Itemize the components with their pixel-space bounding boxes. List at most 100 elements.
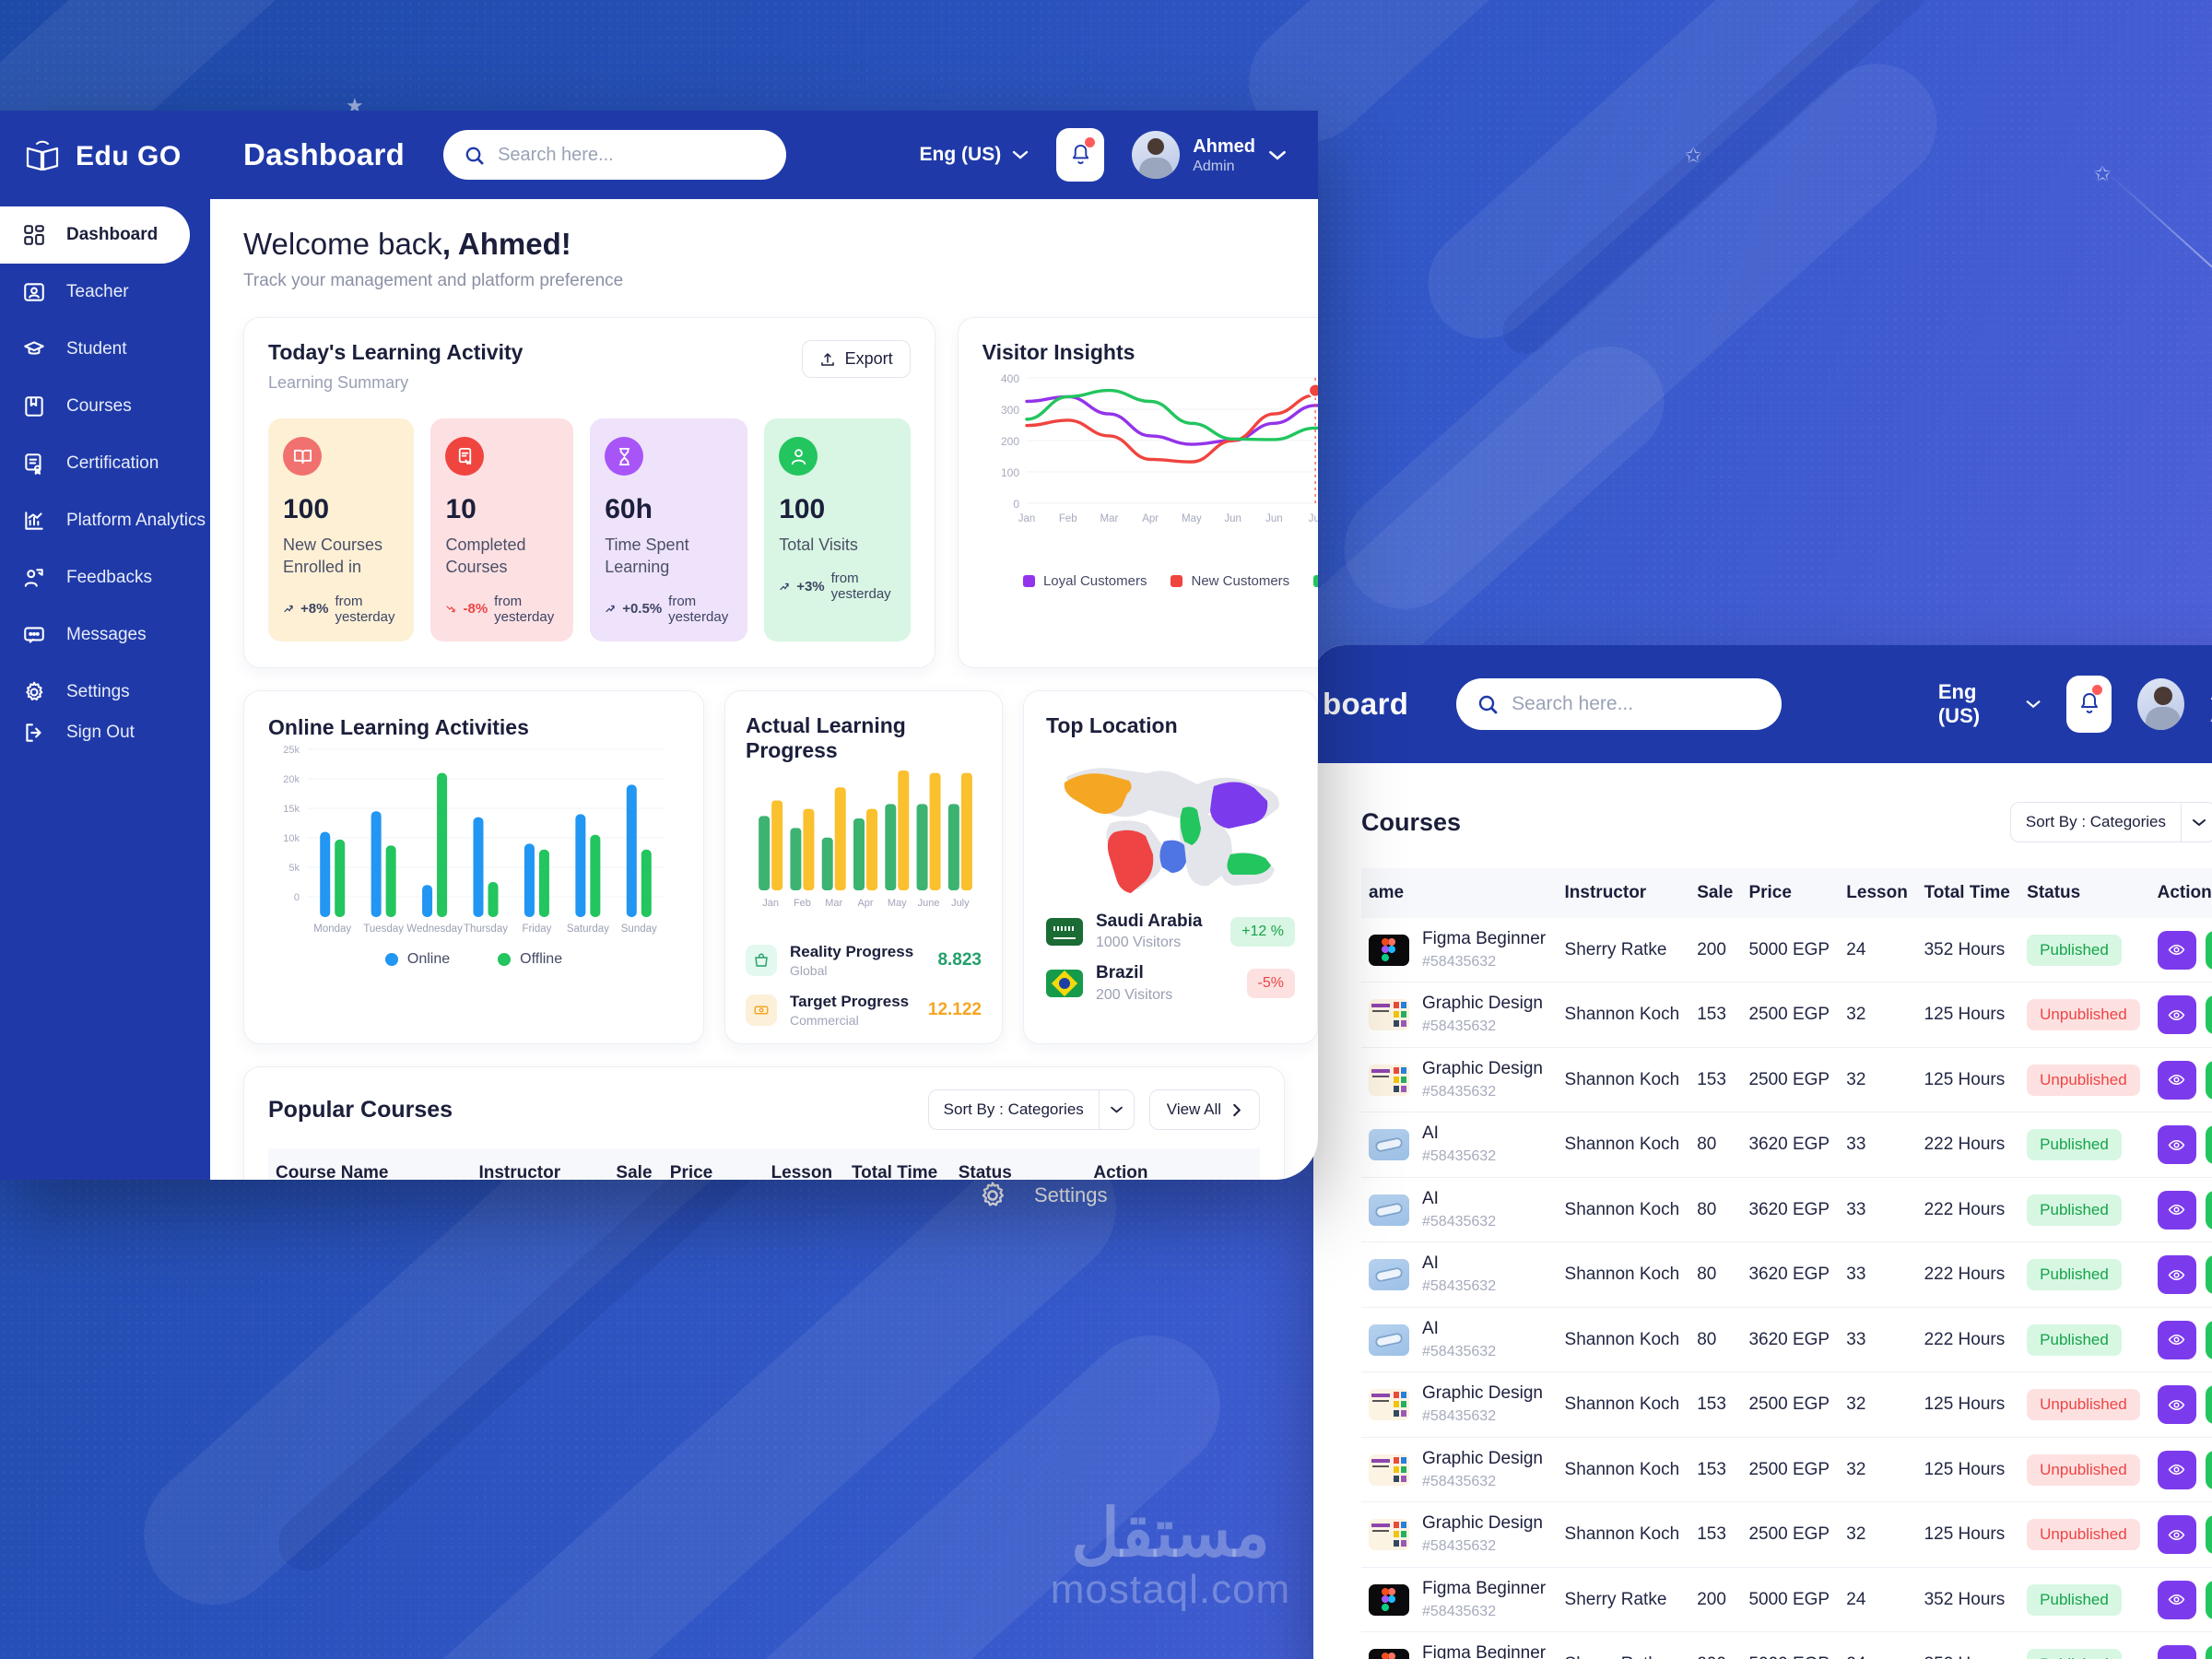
- table-row[interactable]: Graphic Design #58435632 Shannon Koch 153 25…: [1361, 1437, 2212, 1503]
- edit-button[interactable]: [2205, 930, 2212, 970]
- sidebar-item-student[interactable]: Student: [0, 321, 210, 378]
- stat-delta-value: +8%: [300, 601, 329, 618]
- edit-button[interactable]: [2205, 1385, 2212, 1425]
- cell-status: Unpublished: [2019, 1371, 2150, 1438]
- view-button[interactable]: [2157, 1125, 2196, 1165]
- back-window-notifications-button[interactable]: [2066, 676, 2112, 733]
- table-row[interactable]: Graphic Design #58435632 Shannon Koch 153 25…: [1361, 1371, 2212, 1438]
- back-window-sort-dropdown[interactable]: Sort By : Categories: [2009, 802, 2212, 842]
- user-menu[interactable]: Ahmed Admin: [1132, 131, 1287, 179]
- cell-course-name: AI #58435632: [1361, 1307, 1558, 1373]
- sidebar-item-dashboard[interactable]: Dashboard: [0, 206, 190, 264]
- chevron-down-icon[interactable]: [2181, 803, 2212, 841]
- view-all-label: View All: [1166, 1100, 1221, 1119]
- stat-delta-suffix: from yesterday: [830, 571, 891, 603]
- view-button[interactable]: [2157, 1515, 2196, 1555]
- brand[interactable]: Edu GO: [0, 111, 210, 199]
- export-button[interactable]: Export: [801, 340, 911, 378]
- table-row[interactable]: Graphic Design #58435632 Shannon Koch 153 25…: [1361, 982, 2212, 1048]
- table-row[interactable]: AI #58435632 Shannon Koch 80 3620 EGP 33 222 H…: [1361, 1241, 2212, 1308]
- table-col-instructor: Instructor: [1557, 868, 1690, 918]
- progress-legend-sub: Commercial: [790, 1012, 859, 1028]
- view-button[interactable]: [2157, 1060, 2196, 1100]
- notification-badge: [2092, 685, 2103, 695]
- sort-label: Sort By : Categories: [943, 1100, 1084, 1119]
- view-button[interactable]: [2157, 1385, 2196, 1425]
- cell-price: 3620 EGP: [1741, 1241, 1840, 1308]
- edit-button[interactable]: [2205, 1320, 2212, 1359]
- svg-text:25k: 25k: [283, 745, 300, 756]
- sidebar-item-feedbacks[interactable]: Feedbacks: [0, 549, 210, 606]
- table-row[interactable]: AI #58435632 Shannon Koch 80 3620 EGP 33 222 H…: [1361, 1177, 2212, 1243]
- search-icon: [465, 147, 484, 164]
- view-button[interactable]: [2157, 1450, 2196, 1489]
- actual-progress-chart: Jan Feb Mar Apr May June July: [759, 770, 972, 909]
- sidebar-item-label: Messages: [66, 625, 147, 644]
- edit-button[interactable]: [2205, 1645, 2212, 1659]
- stat-card-total-visits: 100 Total Visits +3% from yesterday: [764, 418, 911, 641]
- sidebar-item-certification[interactable]: Certification: [0, 435, 210, 492]
- back-window-language-selector[interactable]: Eng (US): [1938, 680, 2041, 728]
- back-window-search-input[interactable]: Search here...: [1456, 678, 1782, 730]
- edit-button[interactable]: [2205, 995, 2212, 1035]
- course-name: Graphic Design: [1422, 1448, 1543, 1468]
- view-button[interactable]: [2157, 1255, 2196, 1295]
- cell-sale: 200: [1689, 1567, 1742, 1633]
- table-row[interactable]: AI #58435632 Shannon Koch 80 3620 EGP 33 222 H…: [1361, 1112, 2212, 1178]
- edit-button[interactable]: [2205, 1450, 2212, 1489]
- sidebar: Edu GO Dashboard Teacher Student Courses Cer…: [0, 111, 210, 1180]
- edit-button[interactable]: [2205, 1190, 2212, 1230]
- back-window-user-block[interactable]: Ahm Adm: [2210, 682, 2212, 726]
- edit-button[interactable]: [2205, 1515, 2212, 1555]
- chevron-down-icon[interactable]: [1268, 149, 1287, 161]
- search-input[interactable]: Search here...: [443, 130, 787, 180]
- edit-button[interactable]: [2205, 1060, 2212, 1100]
- chevron-down-icon[interactable]: [1098, 1090, 1134, 1130]
- view-button[interactable]: [2157, 995, 2196, 1035]
- gear-icon: [982, 1182, 1005, 1206]
- cell-total-time: 125 Hours: [1916, 1437, 2020, 1503]
- notifications-button[interactable]: [1056, 128, 1105, 182]
- location-row: Saudi Arabia 1000 Visitors +12 %: [1046, 911, 1295, 953]
- status-badge: Published: [2027, 1259, 2122, 1291]
- view-button[interactable]: [2157, 1645, 2196, 1659]
- view-button[interactable]: [2157, 1580, 2196, 1619]
- background-window[interactable]: board Search here... Eng (US) Ahm Adm: [1313, 645, 2212, 1659]
- sidebar-item-courses[interactable]: Courses: [0, 378, 210, 435]
- stat-delta-value: +0.5%: [622, 601, 663, 618]
- progress-legend-name: Target Progress: [790, 992, 910, 1010]
- svg-text:Monday: Monday: [313, 924, 351, 935]
- cell-status: Unpublished: [2019, 1501, 2150, 1568]
- sidebar-item-teacher[interactable]: Teacher: [0, 264, 210, 321]
- table-row[interactable]: Graphic Design #58435632 Shannon Koch 153 25…: [1361, 1501, 2212, 1568]
- view-all-button[interactable]: View All: [1148, 1089, 1260, 1131]
- overlay-sidebar-item-settings[interactable]: Settings: [977, 1180, 1108, 1211]
- progress-legend-text: Target Progress Commercial: [790, 992, 909, 1029]
- table-row[interactable]: AI #58435632 Shannon Koch 80 3620 EGP 33 222 H…: [1361, 1307, 2212, 1373]
- edit-button[interactable]: [2205, 1125, 2212, 1165]
- legend-swatch: [1171, 575, 1183, 587]
- view-button[interactable]: [2157, 930, 2196, 970]
- language-selector[interactable]: Eng (US): [920, 144, 1030, 166]
- progress-legend-sub: Global: [790, 962, 828, 978]
- view-button[interactable]: [2157, 1320, 2196, 1359]
- sidebar-item-platform-analytics[interactable]: Platform Analytics: [0, 492, 210, 549]
- back-window-section-header: Courses Sort By : Categories: [1361, 802, 2212, 842]
- edit-button[interactable]: [2205, 1255, 2212, 1295]
- back-window-section-title: Courses: [1361, 807, 1462, 836]
- main-window[interactable]: Edu GO Dashboard Teacher Student Courses Cer…: [0, 111, 1318, 1180]
- sidebar-item-messages[interactable]: Messages: [0, 606, 210, 664]
- cell-total-time: 125 Hours: [1916, 982, 2020, 1048]
- course-thumbnail: [1369, 1389, 1409, 1421]
- view-button[interactable]: [2157, 1190, 2196, 1230]
- sort-dropdown[interactable]: Sort By : Categories: [927, 1089, 1135, 1131]
- back-window-avatar[interactable]: [2137, 678, 2185, 730]
- sidebar-item-settings[interactable]: Settings: [0, 664, 210, 721]
- table-row[interactable]: Graphic Design #58435632 Shannon Koch 153 25…: [1361, 1047, 2212, 1113]
- edit-button[interactable]: [2205, 1580, 2212, 1619]
- legend-swatch: [1313, 575, 1318, 587]
- sidebar-item-sign-out[interactable]: Sign Out: [0, 721, 210, 745]
